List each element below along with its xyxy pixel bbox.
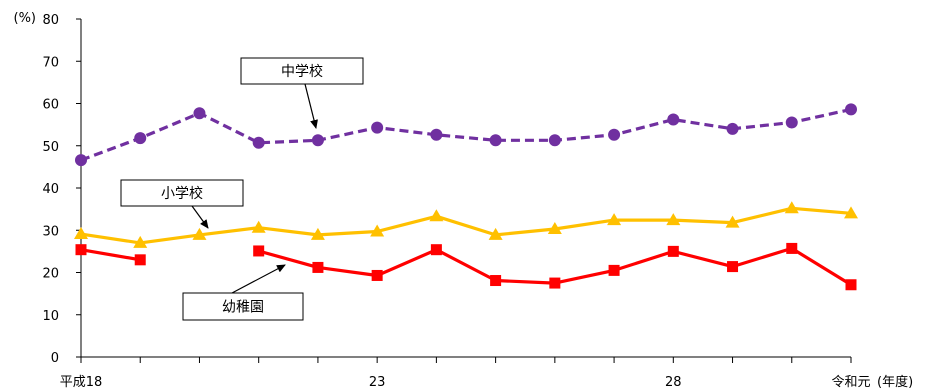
- callout-box: [182, 292, 304, 321]
- data-point: [253, 245, 265, 257]
- data-point: [667, 113, 680, 126]
- data-point: [667, 245, 679, 257]
- data-point: [725, 215, 740, 228]
- data-point: [607, 213, 622, 226]
- data-point: [251, 220, 266, 233]
- y-tick-label: 30: [42, 224, 59, 239]
- data-point: [75, 244, 87, 256]
- data-point: [727, 261, 739, 273]
- y-tick-label: 60: [42, 98, 59, 113]
- data-point: [75, 154, 87, 167]
- data-point: [785, 116, 798, 129]
- x-tick-label: 23: [369, 375, 386, 390]
- series-label: 小学校: [161, 185, 203, 202]
- data-point: [608, 264, 620, 276]
- y-tick-label: 0: [51, 351, 59, 366]
- data-point: [548, 134, 561, 147]
- callout-arrow: [191, 205, 209, 229]
- series-callout: 幼稚園: [182, 264, 304, 321]
- data-point: [547, 221, 562, 234]
- data-point: [134, 254, 146, 266]
- data-point: [429, 209, 444, 222]
- data-point: [310, 227, 325, 240]
- data-point: [666, 213, 681, 226]
- series-0: [75, 103, 857, 167]
- y-tick-label: 20: [42, 267, 59, 282]
- data-point: [252, 136, 265, 149]
- data-point: [549, 277, 561, 289]
- series-1: [74, 201, 858, 248]
- x-ticks: 平成18 23 28 令和元 (年度): [60, 357, 913, 390]
- data-point: [490, 275, 502, 287]
- series-2: [75, 242, 857, 291]
- x-unit-label: (年度): [877, 374, 913, 390]
- data-point: [193, 107, 206, 120]
- series-label: 中学校: [281, 63, 323, 80]
- data-point: [133, 235, 148, 248]
- y-tick-label: 50: [42, 140, 59, 155]
- y-ticks: 0 10 20 30 40 50 60 70 80: [42, 13, 81, 366]
- callout-box: [240, 57, 364, 85]
- x-tick-label: 令和元: [831, 375, 870, 390]
- callout-arrow: [231, 264, 286, 294]
- data-point: [489, 134, 502, 147]
- series-callout: 中学校: [240, 57, 364, 129]
- series-line: [80, 248, 141, 262]
- data-point: [311, 134, 324, 147]
- data-point: [74, 227, 88, 240]
- series-layer: [74, 103, 858, 291]
- data-point: [192, 227, 207, 240]
- data-point: [845, 103, 857, 116]
- data-point: [784, 201, 799, 214]
- data-point: [430, 128, 443, 141]
- callout-arrow: [304, 83, 318, 129]
- x-tick-label: 平成18: [60, 375, 103, 390]
- data-point: [430, 244, 442, 256]
- y-unit-label: (%): [14, 11, 37, 26]
- data-point: [845, 279, 857, 291]
- y-tick-label: 80: [42, 13, 59, 28]
- data-point: [488, 227, 503, 240]
- series-line: [80, 206, 852, 245]
- series-label: 幼稚園: [222, 300, 264, 316]
- data-point: [371, 121, 384, 134]
- data-point: [371, 269, 383, 281]
- y-tick-label: 40: [42, 182, 59, 197]
- y-tick-label: 10: [42, 309, 59, 324]
- data-point: [370, 224, 385, 237]
- data-point: [608, 128, 621, 141]
- data-point: [844, 206, 858, 219]
- data-point: [786, 242, 798, 254]
- data-point: [312, 261, 324, 273]
- data-point: [134, 132, 147, 145]
- callout-box: [120, 179, 244, 207]
- data-point: [726, 122, 739, 135]
- x-tick-label: 28: [665, 375, 682, 390]
- series-line: [80, 107, 852, 162]
- y-tick-label: 70: [42, 55, 59, 70]
- series-callout: 小学校: [120, 179, 244, 229]
